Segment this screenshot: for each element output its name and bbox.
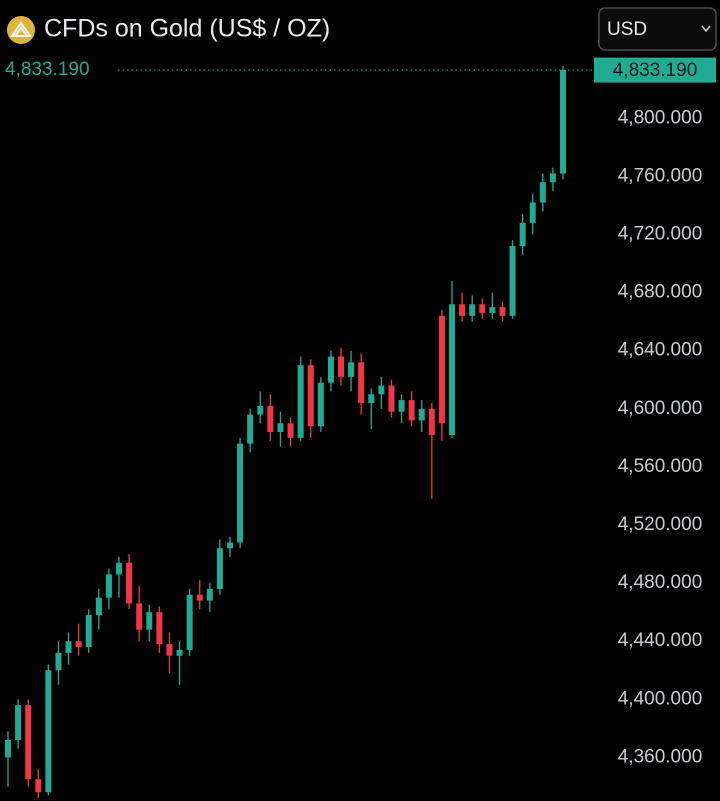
candle-body bbox=[65, 641, 72, 653]
y-tick-label: 4,640.000 bbox=[618, 340, 703, 361]
candle-body bbox=[287, 423, 294, 438]
last-price-tag-label: 4,833.190 bbox=[613, 60, 698, 81]
candle-body bbox=[499, 307, 506, 316]
candle-body bbox=[227, 542, 233, 549]
chart-title: CFDs on Gold (US$ / OZ) bbox=[44, 15, 330, 43]
candle-body bbox=[560, 70, 566, 174]
candle-body bbox=[438, 315, 445, 424]
candle-body bbox=[338, 356, 344, 377]
gold-icon bbox=[7, 16, 35, 44]
candle-body bbox=[25, 705, 32, 780]
candle-body bbox=[146, 612, 153, 630]
candle-body bbox=[277, 423, 284, 433]
y-tick-label: 4,720.000 bbox=[618, 223, 703, 244]
candle-body bbox=[105, 574, 112, 598]
candle-body bbox=[418, 408, 425, 421]
candle-body bbox=[459, 304, 466, 316]
y-tick-label: 4,480.000 bbox=[618, 572, 703, 593]
candle-body bbox=[489, 307, 496, 313]
y-tick-label: 4,600.000 bbox=[618, 398, 703, 419]
candle-body bbox=[358, 362, 365, 403]
candle-body bbox=[176, 649, 183, 656]
y-tick-label: 4,400.000 bbox=[618, 688, 703, 709]
candle-body bbox=[196, 594, 203, 601]
currency-select[interactable]: USD bbox=[598, 7, 717, 51]
candle-body bbox=[247, 414, 254, 444]
candle-body bbox=[136, 603, 143, 630]
candle-body bbox=[126, 562, 133, 604]
candle-body bbox=[237, 443, 244, 543]
y-tick-label: 4,440.000 bbox=[618, 630, 703, 651]
candle-body bbox=[35, 779, 42, 793]
last-price-left-label: 4,833.190 bbox=[5, 59, 90, 80]
currency-label: USD bbox=[607, 19, 647, 40]
candle-body bbox=[317, 382, 324, 427]
y-tick-label: 4,760.000 bbox=[618, 165, 703, 186]
candle-body bbox=[5, 739, 11, 758]
candle-body bbox=[388, 385, 395, 412]
candle-body bbox=[55, 652, 62, 671]
candle-body bbox=[549, 173, 556, 183]
candle-body bbox=[307, 365, 314, 427]
candle-body bbox=[75, 641, 82, 648]
y-tick-label: 4,800.000 bbox=[618, 107, 703, 128]
candle-body bbox=[479, 304, 486, 313]
y-tick-label: 4,680.000 bbox=[618, 282, 703, 303]
candle-body bbox=[45, 670, 52, 793]
candle-body bbox=[519, 222, 526, 247]
candle-body bbox=[267, 405, 274, 433]
candle-body bbox=[469, 304, 476, 316]
candle-body bbox=[428, 408, 435, 435]
candle-body bbox=[15, 705, 22, 740]
candle-body bbox=[378, 385, 385, 395]
candle-body bbox=[95, 597, 102, 616]
candle-body bbox=[166, 644, 173, 656]
candle-body bbox=[449, 304, 455, 435]
candle-body bbox=[398, 400, 405, 412]
candle-body bbox=[348, 362, 355, 377]
candle-body bbox=[327, 356, 334, 383]
candle-body bbox=[216, 548, 223, 589]
candle-body bbox=[156, 612, 163, 645]
candle-body bbox=[257, 405, 264, 415]
plot: 4,360.000 4,400.000 4,440.000 4,480.000 4,52… bbox=[5, 57, 716, 799]
candle-body bbox=[368, 394, 375, 403]
candle-body bbox=[206, 588, 213, 601]
y-tick-label: 4,520.000 bbox=[618, 514, 703, 535]
candle-body bbox=[186, 594, 193, 650]
candle-body bbox=[408, 400, 415, 421]
candle-body bbox=[509, 246, 516, 316]
candle-body bbox=[116, 562, 122, 575]
y-tick-label: 4,360.000 bbox=[618, 746, 703, 767]
last-price-tag bbox=[594, 57, 716, 83]
y-tick-label: 4,560.000 bbox=[618, 456, 703, 477]
candle-body bbox=[529, 202, 536, 223]
candle-body bbox=[297, 365, 304, 438]
candle-body bbox=[85, 615, 92, 648]
candle-body bbox=[539, 182, 546, 203]
